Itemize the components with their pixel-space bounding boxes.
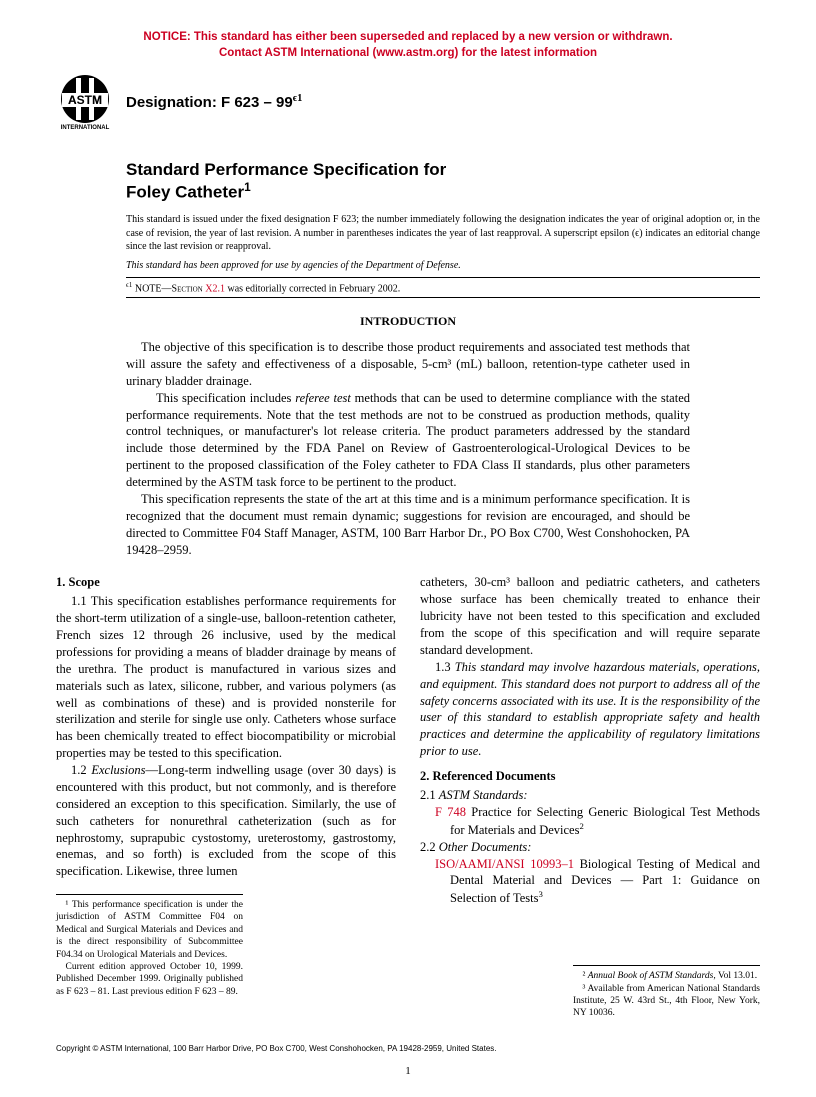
footnote-1b: Current edition approved October 10, 199…	[56, 961, 243, 998]
header-row: ASTM ASTM INTERNATIONAL Designation: F 6…	[56, 73, 760, 131]
title-sup: 1	[244, 180, 251, 194]
title-block: Standard Performance Specification for F…	[126, 159, 760, 298]
dod-approval: This standard has been approved for use …	[126, 260, 760, 271]
document-title: Standard Performance Specification for F…	[126, 159, 760, 203]
scope-1-1: 1.1 This specification establishes perfo…	[56, 593, 396, 762]
title-line2: Foley Catheter	[126, 183, 244, 202]
intro-p1: The objective of this specification is t…	[126, 339, 690, 390]
ref-f748: F 748 Practice for Selecting Generic Bio…	[420, 804, 760, 839]
ref-2-1: 2.1 ASTM Standards:	[420, 787, 760, 804]
footnote-2: ² Annual Book of ASTM Standards, Vol 13.…	[573, 970, 760, 982]
left-column: 1. Scope 1.1 This specification establis…	[56, 574, 396, 1019]
right-column: catheters, 30-cm³ balloon and pediatric …	[420, 574, 760, 1019]
intro-heading: INTRODUCTION	[56, 314, 760, 329]
footnote-1: ¹ This performance specification is unde…	[56, 899, 243, 961]
title-line1: Standard Performance Specification for	[126, 160, 446, 179]
intro-p2: This specification includes referee test…	[126, 390, 690, 491]
scope-1-2-cont: catheters, 30-cm³ balloon and pediatric …	[420, 574, 760, 658]
notice-line2: Contact ASTM International (www.astm.org…	[219, 47, 597, 59]
svg-text:INTERNATIONAL: INTERNATIONAL	[61, 125, 110, 131]
designation-text: Designation: F 623 – 99	[126, 94, 293, 111]
page: NOTICE: This standard has either been su…	[0, 0, 816, 1097]
footnotes-right: ² Annual Book of ASTM Standards, Vol 13.…	[573, 965, 760, 1019]
designation: Designation: F 623 – 99ϵ1	[126, 93, 302, 111]
eps-note-prefix: NOTE—Section	[132, 283, 205, 294]
scope-1-3: 1.3 This standard may involve hazardous …	[420, 659, 760, 760]
eps-note-suffix: was editorially corrected in February 20…	[225, 283, 400, 294]
notice-banner: NOTICE: This standard has either been su…	[56, 30, 760, 61]
astm-logo-icon: ASTM ASTM INTERNATIONAL	[56, 73, 114, 131]
epsilon-note: ϵ1 NOTE—Section X2.1 was editorially cor…	[126, 277, 760, 298]
designation-eps: ϵ1	[293, 93, 303, 104]
eps-note-ref: X2.1	[205, 283, 225, 294]
ref-iso10993: ISO/AAMI/ANSI 10993–1 Biological Testing…	[420, 856, 760, 908]
page-number: 1	[56, 1065, 760, 1077]
intro-p3: This specification represents the state …	[126, 491, 690, 559]
body-columns: 1. Scope 1.1 This specification establis…	[56, 574, 760, 1019]
refdocs-heading: 2. Referenced Documents	[420, 768, 760, 785]
svg-text:ASTM: ASTM	[68, 93, 102, 107]
scope-heading: 1. Scope	[56, 574, 396, 591]
notice-line1: NOTICE: This standard has either been su…	[143, 31, 672, 43]
footnote-3: ³ Available from American National Stand…	[573, 983, 760, 1020]
ref-2-2: 2.2 Other Documents:	[420, 839, 760, 856]
issue-note: This standard is issued under the fixed …	[126, 213, 760, 254]
introduction: The objective of this specification is t…	[126, 339, 690, 558]
scope-1-2: 1.2 Exclusions—Long-term indwelling usag…	[56, 762, 396, 880]
footnotes-left: ¹ This performance specification is unde…	[56, 894, 243, 998]
copyright-line: Copyright © ASTM International, 100 Barr…	[56, 1044, 760, 1053]
